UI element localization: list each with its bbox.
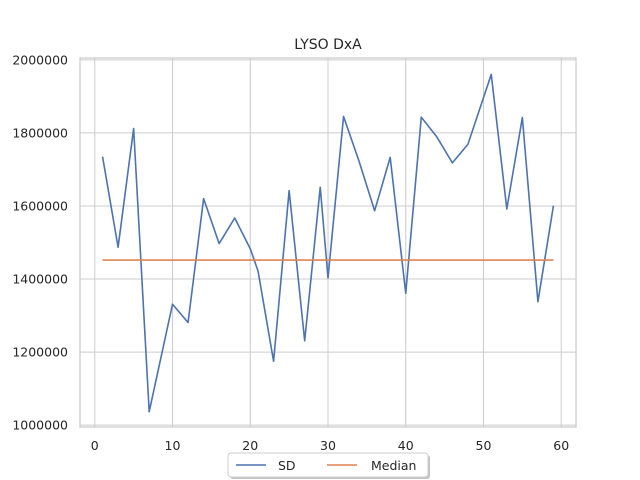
x-tick-label: 10 [165, 438, 181, 453]
x-tick-label: 40 [398, 438, 414, 453]
x-tick-label: 60 [553, 438, 569, 453]
y-tick-label: 1600000 [12, 198, 68, 213]
legend-label: SD [278, 458, 296, 473]
y-axis-ticks: 1000000 1200000 1400000 1600000 1800000 20000… [12, 52, 68, 432]
legend-label: Median [371, 458, 416, 473]
x-tick-label: 30 [320, 438, 336, 453]
chart-title: LYSO DxA [294, 37, 362, 53]
y-tick-label: 1200000 [12, 345, 68, 360]
series-line [101, 73, 555, 413]
series-layer [101, 73, 555, 413]
y-tick-label: 2000000 [12, 52, 68, 67]
legend: SD Median [227, 452, 430, 479]
y-tick-label: 1400000 [12, 272, 68, 287]
x-tick-label: 20 [242, 438, 258, 453]
x-tick-label: 0 [91, 438, 99, 453]
y-tick-label: 1800000 [12, 125, 68, 140]
series-sd [101, 73, 555, 413]
plot-frame [79, 57, 577, 428]
x-tick-label: 50 [476, 438, 492, 453]
y-tick-label: 1000000 [12, 418, 68, 433]
x-axis-ticks: 0 10 20 30 40 50 60 [91, 438, 569, 453]
